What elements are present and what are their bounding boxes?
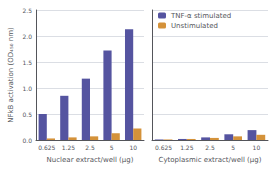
svg-text:0.5: 0.5: [22, 111, 32, 118]
svg-text:0.625: 0.625: [38, 144, 55, 151]
svg-text:5: 5: [110, 144, 114, 151]
svg-text:0.625: 0.625: [155, 144, 172, 151]
svg-text:2.5: 2.5: [22, 7, 32, 14]
svg-text:1.5: 1.5: [22, 59, 32, 66]
svg-text:5: 5: [231, 144, 235, 151]
svg-text:1.25: 1.25: [62, 144, 76, 151]
svg-text:TNF-α stimulated: TNF-α stimulated: [170, 12, 231, 20]
svg-text:10: 10: [253, 144, 261, 151]
svg-text:NFkB activation (OD₄₅₀ nm): NFkB activation (OD₄₅₀ nm): [7, 27, 15, 123]
svg-text:Cytoplasmic extract/well (μg): Cytoplasmic extract/well (μg): [159, 156, 262, 164]
svg-text:10: 10: [129, 144, 137, 151]
svg-text:Nuclear extract/well (μg): Nuclear extract/well (μg): [47, 156, 134, 164]
svg-text:2.0: 2.0: [22, 33, 32, 40]
svg-text:2.5: 2.5: [85, 144, 95, 151]
svg-text:1.25: 1.25: [180, 144, 194, 151]
svg-text:1.0: 1.0: [22, 85, 32, 92]
svg-text:0.0: 0.0: [22, 137, 32, 144]
svg-text:2.5: 2.5: [205, 144, 215, 151]
svg-text:Unstimulated: Unstimulated: [171, 22, 218, 30]
